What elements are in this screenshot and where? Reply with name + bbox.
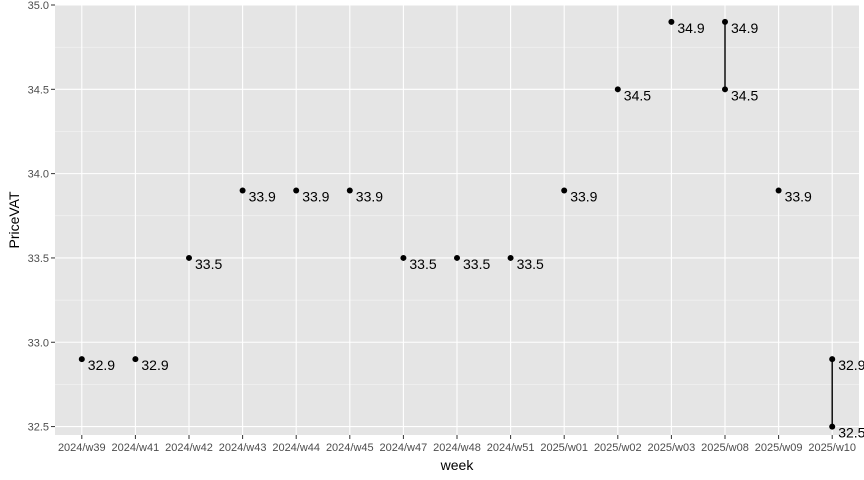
y-axis: 32.5 33.0 33.5 34.0 34.5 35.0 — [28, 0, 55, 434]
data-point — [454, 254, 460, 261]
data-label: 33.9 — [302, 188, 329, 204]
x-tick-label: 2024/w51 — [487, 442, 535, 454]
data-label: 33.9 — [249, 188, 276, 204]
x-tick-label: 2024/w43 — [219, 442, 267, 454]
data-point — [561, 187, 568, 194]
x-tick-label: 2025/w09 — [755, 442, 803, 454]
data-points — [78, 18, 836, 430]
data-point — [614, 86, 621, 93]
x-tick-label: 2024/w39 — [58, 442, 106, 454]
data-point — [775, 187, 782, 194]
data-label: 34.9 — [731, 20, 758, 36]
data-point — [668, 18, 675, 25]
x-tick-label: 2024/w44 — [272, 442, 320, 454]
data-label: 33.5 — [463, 256, 490, 272]
x-tick-label: 2025/w02 — [594, 442, 642, 454]
data-point — [722, 86, 728, 93]
x-tick-label: 2024/w42 — [165, 442, 213, 454]
y-tick-label: 34.5 — [28, 84, 49, 96]
y-tick-label: 33.0 — [28, 337, 49, 349]
data-point — [829, 423, 836, 430]
data-label: 33.9 — [356, 188, 383, 204]
y-tick-label: 32.5 — [28, 422, 49, 434]
data-point — [829, 356, 836, 363]
x-axis-title: week — [440, 457, 475, 473]
data-point — [132, 356, 139, 363]
data-label: 33.5 — [195, 256, 222, 272]
data-labels: 32.9 32.9 33.5 33.9 33.9 33.9 33.5 33.5 33.5 33.9… — [88, 20, 864, 441]
data-label: 32.5 — [838, 425, 864, 441]
x-tick-label: 2025/w10 — [808, 442, 856, 454]
data-point — [293, 187, 300, 194]
data-point — [346, 187, 353, 194]
x-tick-label: 2024/w48 — [433, 442, 481, 454]
data-label: 32.9 — [838, 357, 864, 373]
y-tick-label: 35.0 — [28, 0, 49, 12]
range-segments — [724, 21, 833, 427]
data-point — [507, 254, 514, 261]
x-tick-label: 2024/w41 — [112, 442, 160, 454]
data-label: 33.5 — [517, 256, 544, 272]
x-tick-label: 2025/w01 — [540, 442, 588, 454]
data-label: 34.5 — [731, 87, 758, 103]
data-label: 34.9 — [677, 20, 704, 36]
data-point — [186, 254, 192, 261]
y-tick-label: 34.0 — [28, 169, 49, 181]
data-label: 33.9 — [570, 188, 597, 204]
y-axis-title: PriceVAT — [6, 191, 22, 248]
x-tick-label: 2025/w03 — [648, 442, 696, 454]
data-label: 34.5 — [624, 87, 651, 103]
x-tick-label: 2024/w47 — [380, 442, 428, 454]
x-axis: 2024/w39 2024/w41 2024/w42 2024/w43 2024/w44… — [58, 435, 856, 454]
y-tick-label: 33.5 — [28, 253, 49, 265]
data-label: 32.9 — [88, 357, 115, 373]
data-label: 33.9 — [785, 188, 812, 204]
data-point — [722, 18, 728, 25]
data-point — [78, 356, 85, 363]
data-point — [400, 254, 407, 261]
data-label: 32.9 — [141, 357, 168, 373]
x-tick-label: 2024/w45 — [326, 442, 374, 454]
data-point — [239, 187, 246, 194]
x-tick-label: 2025/w08 — [701, 442, 749, 454]
data-label: 33.5 — [409, 256, 436, 272]
